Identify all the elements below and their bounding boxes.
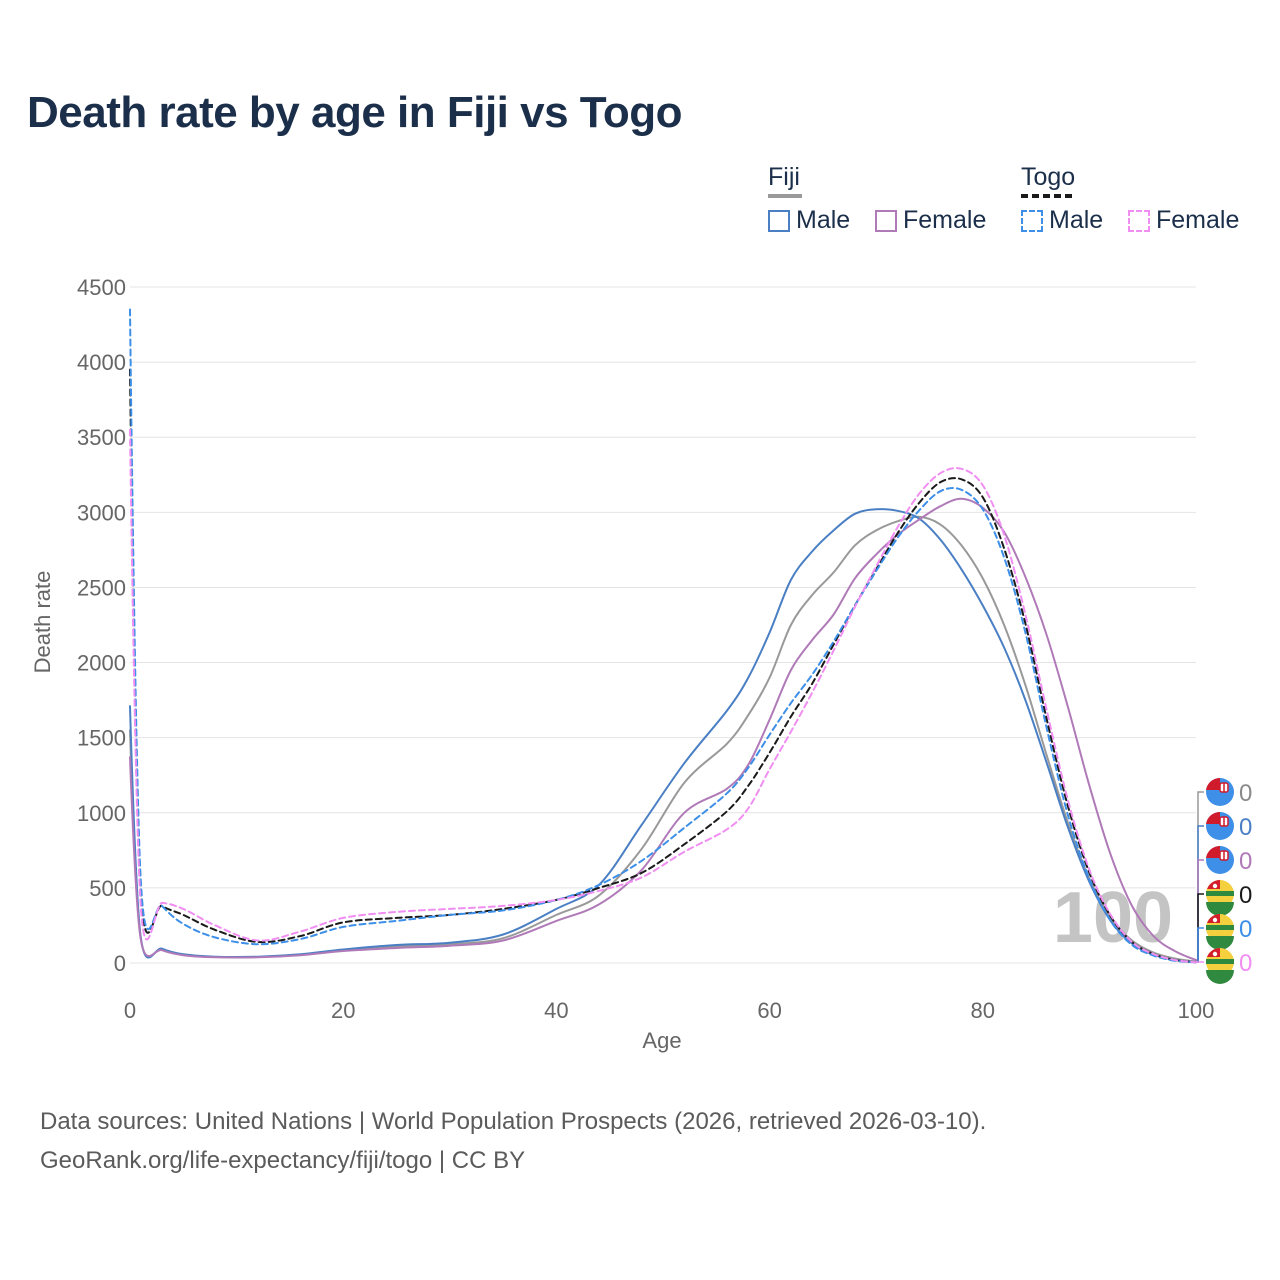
y-tick-label: 500 — [89, 876, 126, 901]
legend-swatch — [768, 209, 790, 232]
y-tick-label: 3000 — [77, 500, 126, 525]
end-value-label: 0 — [1239, 882, 1252, 909]
legend-item-fiji-female[interactable]: Female — [875, 206, 986, 235]
x-tick-label: 60 — [757, 998, 781, 1023]
x-tick-label: 100 — [1178, 998, 1215, 1023]
end-label-connector — [1196, 791, 1204, 963]
legend-label: Female — [1156, 206, 1240, 234]
y-tick-label: 2500 — [77, 575, 126, 600]
flag-icon-fiji — [1206, 777, 1234, 806]
series-line-fiji-male[interactable] — [129, 508, 1197, 964]
flag-icon-fiji — [1206, 811, 1234, 840]
legend-swatch — [875, 209, 897, 232]
series-line-togo-male[interactable] — [129, 308, 1197, 964]
y-tick-label: 0 — [114, 951, 126, 976]
series-line-togo-female[interactable] — [129, 428, 1197, 964]
legend-item-fiji-male[interactable]: Male — [768, 206, 850, 235]
flag-icon-togo — [1206, 948, 1234, 984]
legend-label: Male — [1049, 206, 1104, 234]
x-axis: 0 20 40 60 80 100 — [124, 998, 1214, 1023]
y-tick-label: 1000 — [77, 801, 126, 826]
legend-item-togo-male[interactable]: Male — [1021, 206, 1103, 235]
flag-icon-fiji — [1206, 845, 1234, 874]
y-tick-label: 4000 — [77, 350, 126, 375]
grid — [130, 286, 1196, 964]
y-tick-label: 3500 — [77, 425, 126, 450]
y-axis-label: Death rate — [30, 571, 55, 674]
legend-label: Male — [796, 206, 851, 234]
legend-item-togo-female[interactable]: Female — [1128, 206, 1239, 235]
y-axis: 0 500 1000 1500 2000 2500 3000 3500 4000 4500 — [77, 275, 126, 976]
source-line-1: Data sources: United Nations | World Pop… — [40, 1108, 987, 1135]
y-tick-label: 1500 — [77, 726, 126, 751]
x-tick-label: 80 — [971, 998, 995, 1023]
source-line-2[interactable]: GeoRank.org/life-expectancy/fiji/togo | … — [40, 1147, 526, 1174]
y-tick-label: 2000 — [77, 651, 126, 676]
legend-group-label: Togo — [1021, 163, 1076, 191]
chart-title: Death rate by age in Fiji vs Togo — [27, 88, 683, 137]
legend-group-togo[interactable]: Togo — [1021, 163, 1076, 198]
flag-icon-togo — [1206, 914, 1234, 950]
legend-line-swatch — [768, 194, 802, 198]
end-label-connector — [1196, 927, 1204, 963]
series-lines — [129, 308, 1197, 964]
flag-icon-togo — [1206, 880, 1234, 916]
legend-group-fiji[interactable]: Fiji — [768, 163, 802, 198]
end-value-label: 0 — [1239, 780, 1252, 807]
series-line-togo-total[interactable] — [129, 368, 1197, 964]
x-axis-label: Age — [642, 1028, 681, 1053]
end-value-label: 0 — [1239, 916, 1252, 943]
x-tick-label: 40 — [544, 998, 568, 1023]
end-value-label: 0 — [1239, 950, 1252, 977]
legend-swatch — [1128, 209, 1150, 232]
x-tick-label: 20 — [331, 998, 355, 1023]
x-tick-label: 0 — [124, 998, 136, 1023]
end-label-connector — [1196, 859, 1204, 961]
legend-label: Female — [903, 206, 987, 234]
end-labels: 0 0 0 0 0 0 — [1196, 777, 1252, 984]
series-line-fiji-total[interactable] — [129, 515, 1197, 963]
legend-group-label: Fiji — [768, 163, 800, 191]
y-tick-label: 4500 — [77, 275, 126, 300]
end-value-label: 0 — [1239, 848, 1252, 875]
legend-line-swatch — [1021, 194, 1076, 198]
end-value-label: 0 — [1239, 814, 1252, 841]
series-line-fiji-female[interactable] — [129, 497, 1197, 961]
legend-swatch — [1021, 209, 1043, 232]
